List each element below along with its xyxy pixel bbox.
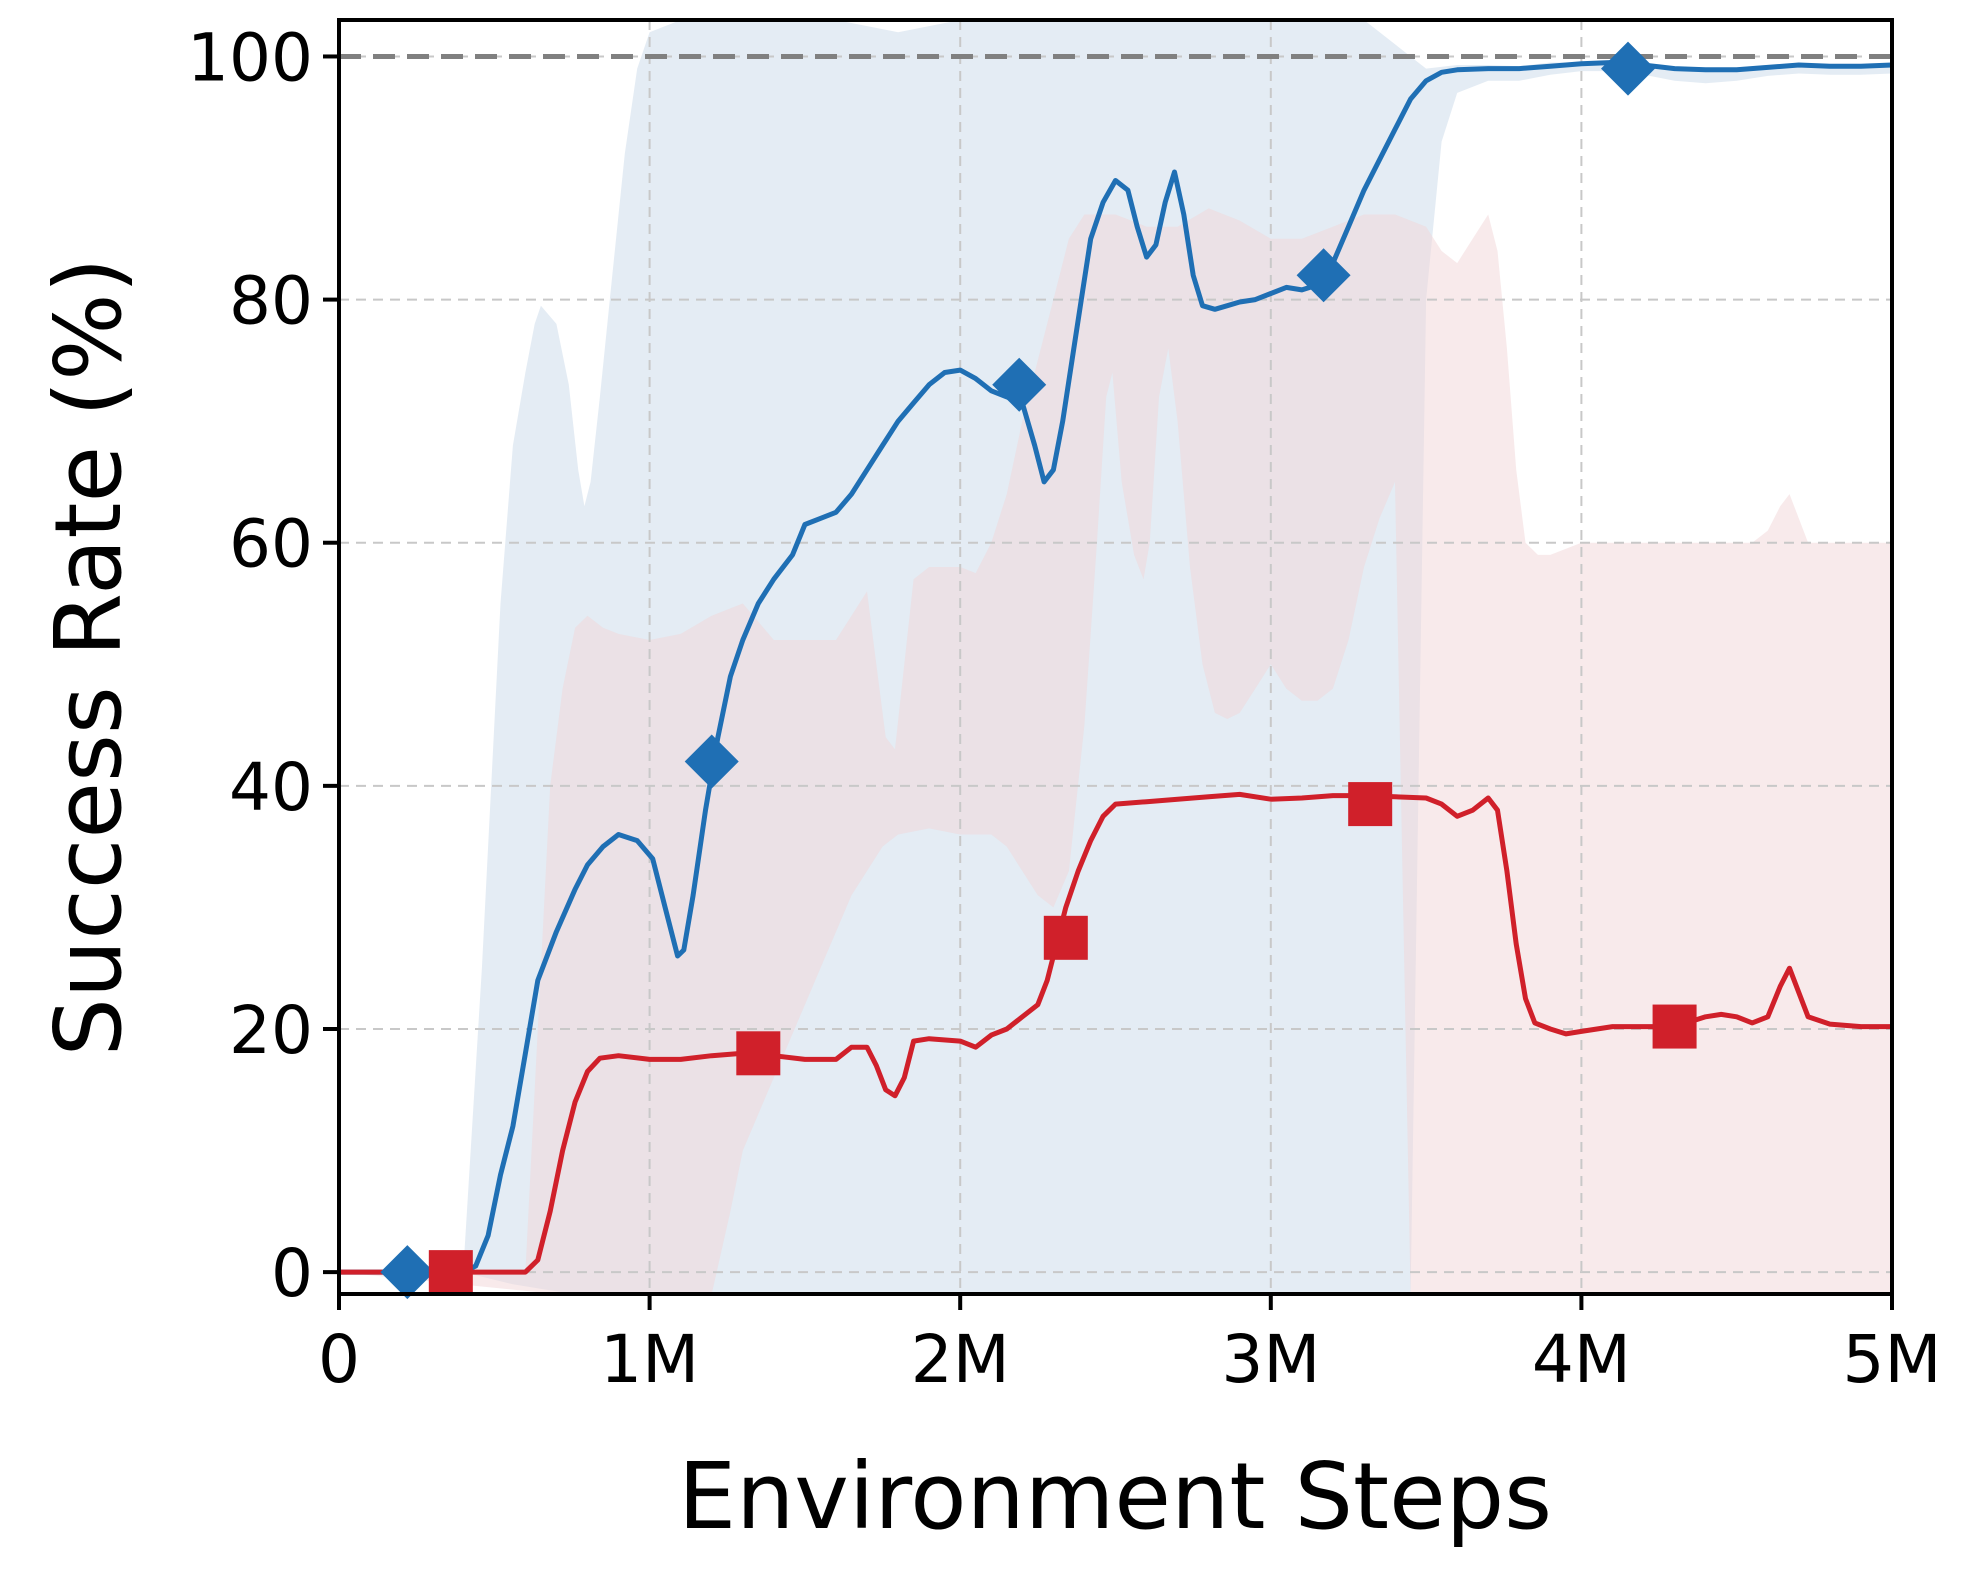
series-1-marker — [992, 357, 1047, 412]
series-1-marker — [1600, 41, 1655, 96]
series-2-marker — [428, 1250, 473, 1295]
y-axis-label: Success Rate (%) — [35, 258, 142, 1057]
y-tick-label: 80 — [229, 263, 313, 340]
x-tick-label: 5M — [1843, 1321, 1942, 1398]
x-tick-label: 3M — [1221, 1321, 1320, 1398]
series-markers — [380, 41, 1697, 1300]
series-1-line — [339, 60, 1892, 1275]
y-tick-label: 0 — [271, 1235, 313, 1312]
y-tick-label: 100 — [187, 19, 313, 96]
series-1-marker — [684, 734, 739, 789]
y-tick-label: 20 — [229, 992, 313, 1069]
x-tick-label: 0 — [318, 1321, 360, 1398]
x-axis-label: Environment Steps — [678, 1443, 1552, 1550]
series-2-band — [339, 208, 1892, 1294]
x-tick-label: 4M — [1532, 1321, 1631, 1398]
confidence-bands — [339, 20, 1892, 1294]
plot-frame — [337, 18, 1894, 1296]
x-tick-label: 1M — [600, 1321, 699, 1398]
y-tick-label: 60 — [229, 506, 313, 583]
series-2-marker — [1043, 915, 1088, 960]
x-tick-label: 2M — [911, 1321, 1010, 1398]
axis-ticks: 0 1M 2M 3M 4M 5M 0 20 40 60 80 100 — [187, 19, 1941, 1398]
series-1-marker — [380, 1245, 435, 1300]
series-2-marker — [736, 1031, 781, 1076]
series-2-marker — [1348, 782, 1393, 827]
y-tick-label: 40 — [229, 749, 313, 826]
series-1-marker — [1296, 248, 1351, 303]
series-2-marker — [1652, 1004, 1697, 1049]
